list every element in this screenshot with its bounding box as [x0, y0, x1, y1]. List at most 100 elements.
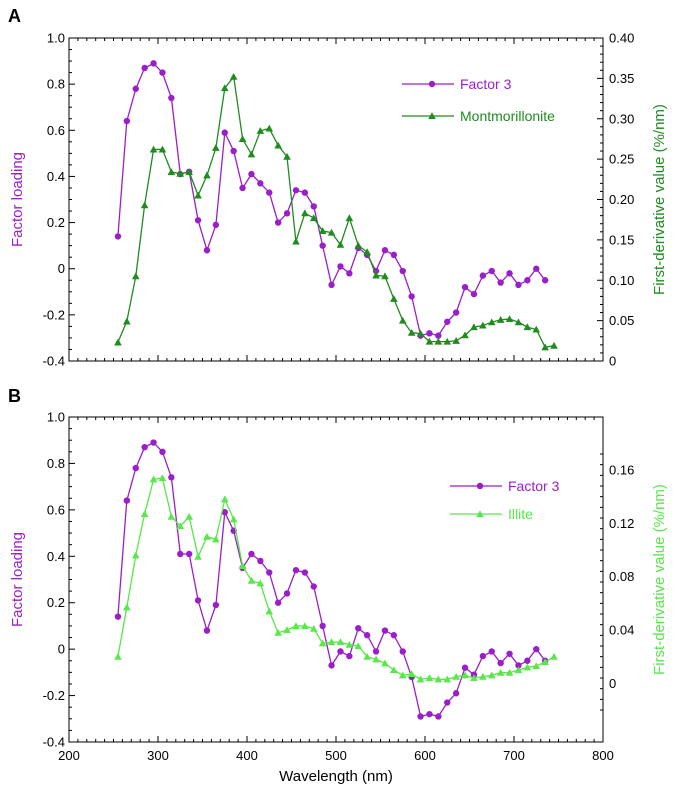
data-point — [274, 141, 282, 149]
legend-entry: Factor 3 — [402, 76, 512, 92]
data-point — [283, 590, 291, 597]
data-point — [435, 332, 442, 339]
y2-axis-title: First-derivative value (%/nm) — [651, 484, 668, 675]
y-tick-label: 1.0 — [47, 410, 65, 425]
data-point — [114, 233, 122, 240]
y-tick-label: 0.4 — [47, 169, 65, 184]
y2-tick-label: 0 — [609, 676, 616, 691]
legend-entry: Factor 3 — [450, 478, 560, 494]
data-point — [461, 664, 469, 671]
data-point — [229, 72, 238, 80]
y-tick-label: -0.2 — [43, 688, 65, 703]
data-point — [132, 464, 139, 472]
data-point — [123, 603, 131, 611]
data-point — [310, 583, 317, 590]
data-point — [443, 675, 452, 683]
data-point — [150, 439, 157, 446]
plot-frame — [68, 416, 604, 743]
x-tick-label: 500 — [325, 748, 347, 763]
data-point — [301, 189, 309, 196]
data-point — [212, 535, 220, 543]
data-point — [479, 321, 487, 329]
data-point — [515, 281, 522, 289]
data-point — [452, 672, 460, 680]
data-point — [140, 201, 149, 209]
data-point — [425, 337, 434, 345]
data-point — [488, 648, 495, 655]
data-point — [301, 209, 309, 217]
data-point — [496, 316, 505, 323]
data-point — [461, 331, 469, 339]
y-tick-label: 1.0 — [47, 31, 65, 46]
data-point — [221, 129, 228, 136]
data-point — [381, 627, 389, 634]
data-point — [177, 550, 184, 558]
data-point — [363, 248, 371, 256]
series-montmorillonite — [114, 72, 558, 351]
data-point — [363, 652, 371, 660]
data-point — [149, 145, 158, 153]
data-point — [256, 127, 265, 134]
y2-tick-label: 0.25 — [609, 152, 634, 167]
data-point — [417, 713, 424, 720]
data-point — [150, 60, 157, 67]
data-point — [426, 710, 433, 718]
data-point — [238, 135, 247, 142]
data-point — [461, 671, 469, 679]
data-point — [470, 290, 478, 298]
data-point — [248, 550, 255, 558]
y2-tick-label: 0.08 — [609, 569, 634, 584]
data-point — [167, 168, 176, 176]
data-point — [167, 512, 176, 520]
y2-tick-label: 0.12 — [609, 516, 634, 531]
y-tick-label: 0.4 — [47, 549, 65, 564]
data-point — [114, 338, 122, 346]
x-tick-label: 600 — [414, 748, 436, 763]
y-axis-title: Factor loading — [9, 152, 26, 247]
data-point — [176, 522, 185, 530]
data-point — [363, 632, 371, 639]
data-point — [514, 318, 523, 326]
data-point — [158, 474, 167, 482]
data-point — [328, 662, 335, 669]
x-tick-label: 800 — [592, 748, 614, 763]
data-point — [283, 152, 291, 160]
y2-axis-title: First-derivative value (%/nm) — [651, 104, 668, 295]
data-point — [470, 674, 478, 682]
data-point — [336, 638, 345, 646]
data-point — [257, 180, 264, 187]
data-point — [514, 666, 523, 674]
data-point — [381, 272, 389, 280]
y-tick-label: 0.6 — [47, 123, 65, 138]
data-point — [239, 184, 246, 192]
data-point — [372, 648, 380, 655]
data-point — [176, 169, 185, 177]
data-point — [319, 242, 326, 249]
data-point — [318, 227, 327, 235]
data-point — [390, 295, 398, 302]
data-point — [265, 607, 274, 615]
data-point — [328, 281, 335, 289]
data-point — [541, 343, 549, 351]
data-point — [220, 84, 229, 92]
data-point — [497, 659, 504, 667]
data-point — [372, 655, 380, 663]
data-point — [479, 652, 487, 660]
data-point — [426, 330, 433, 337]
data-point — [185, 550, 193, 558]
y2-tick-label: 0.15 — [609, 232, 634, 247]
data-point — [506, 650, 513, 657]
series-line — [117, 62, 546, 337]
data-point — [523, 323, 532, 331]
data-point — [203, 532, 211, 540]
legend-marker — [428, 112, 436, 120]
data-point — [496, 668, 505, 676]
data-point — [301, 622, 309, 630]
data-point — [292, 567, 300, 574]
data-point — [505, 668, 514, 676]
data-point — [345, 214, 354, 222]
y2-tick-label: 0.40 — [609, 31, 634, 46]
legend-label: Factor 3 — [460, 76, 512, 92]
data-point — [533, 265, 540, 272]
